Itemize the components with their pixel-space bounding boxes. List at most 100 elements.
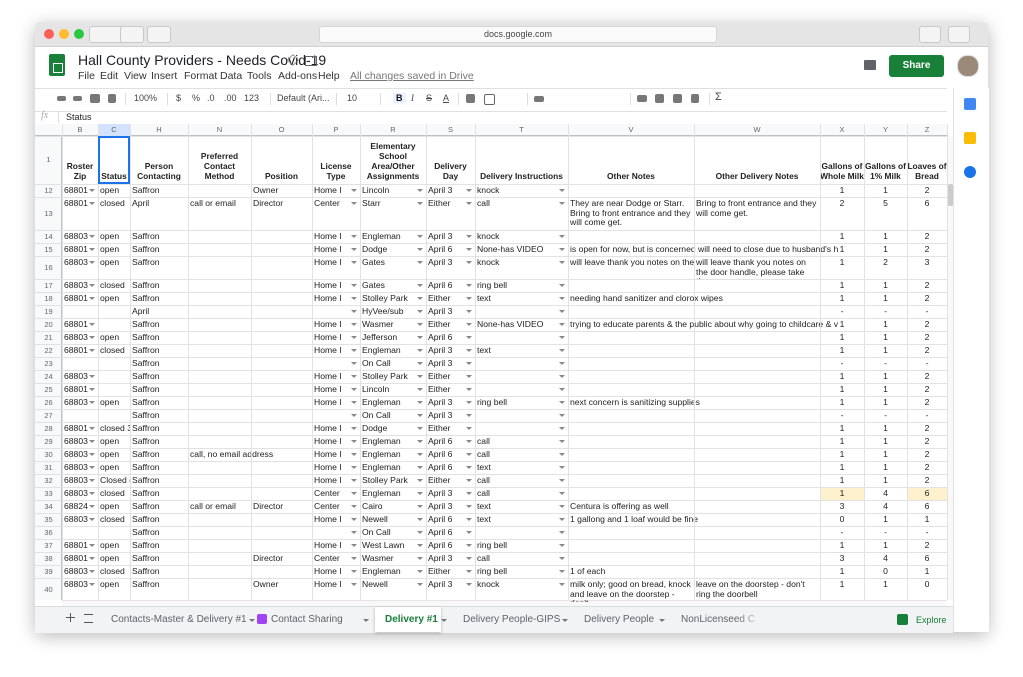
cell[interactable]: open	[100, 397, 120, 407]
cell[interactable]: Either	[426, 422, 475, 435]
cell[interactable]: Saffron	[132, 397, 160, 407]
column-letter[interactable]: P	[333, 125, 339, 134]
cell[interactable]: Home I	[312, 279, 360, 292]
cell[interactable]: 1	[883, 345, 888, 355]
cell[interactable]: 1	[839, 436, 845, 446]
cell[interactable]: Either	[426, 474, 475, 487]
cell[interactable]: 1	[924, 514, 930, 524]
avatar[interactable]	[957, 55, 979, 77]
tab-dropdown[interactable]	[441, 619, 447, 622]
tasks-icon[interactable]	[964, 166, 976, 178]
cell[interactable]: is open for now, but is concerned will n…	[570, 244, 839, 254]
cell[interactable]: open	[100, 553, 120, 563]
column-heading[interactable]: Gallons of 1% Milk	[865, 161, 906, 181]
cell[interactable]: Stolley Park	[360, 292, 426, 305]
cell[interactable]: Saffron	[132, 293, 160, 303]
cell[interactable]: 68803	[62, 396, 98, 409]
cell[interactable]: 1	[883, 397, 888, 407]
menu-item[interactable]: Add-ons	[278, 70, 318, 82]
cell[interactable]: -	[884, 306, 887, 316]
cell[interactable]: 2	[924, 397, 930, 407]
row-number[interactable]: 36	[44, 528, 53, 537]
cell[interactable]: ring bell	[475, 539, 568, 552]
cell[interactable]: 2	[924, 371, 930, 381]
column-heading[interactable]: Other Delivery Notes	[715, 171, 799, 181]
cell[interactable]: -	[925, 527, 929, 537]
minimize-button[interactable]	[59, 29, 69, 39]
cell[interactable]: Saffron	[132, 410, 160, 420]
cell[interactable]: 2	[924, 319, 930, 329]
cell[interactable]: -	[884, 358, 887, 368]
link-icon[interactable]	[637, 95, 647, 102]
cell[interactable]: Home I	[312, 448, 360, 461]
cell[interactable]: 68801	[62, 422, 98, 435]
cell[interactable]: Home I	[312, 256, 360, 279]
cell[interactable]: Center	[312, 500, 360, 513]
cell[interactable]: 1	[883, 293, 888, 303]
cell[interactable]: 1 of each	[570, 566, 606, 576]
cell[interactable]: Engleman	[360, 448, 426, 461]
cell[interactable]: Saffron	[132, 371, 160, 381]
cell[interactable]: 2	[924, 540, 930, 550]
cell[interactable]: call or email	[190, 198, 236, 208]
share-button[interactable]: Share	[889, 55, 944, 77]
column-heading[interactable]: Elementary School Area/Other Assignments	[366, 141, 420, 181]
cell[interactable]: text	[475, 513, 568, 526]
cell[interactable]: They are near Dodge or Starr. Bring to f…	[570, 198, 691, 228]
cell[interactable]: 3	[924, 257, 930, 267]
toolbar-item[interactable]: S	[426, 93, 433, 103]
column-heading[interactable]: Loaves of Bread	[907, 161, 947, 181]
cell[interactable]: 68803	[62, 578, 98, 602]
toolbar-item[interactable]: Σ	[715, 91, 722, 103]
row-number[interactable]: 22	[44, 346, 53, 355]
cell[interactable]: 1	[839, 384, 845, 394]
column-letter[interactable]: H	[156, 125, 162, 134]
toolbar-item[interactable]: 100%	[134, 93, 158, 103]
cell[interactable]: 1	[839, 475, 845, 485]
cell[interactable]: Center	[312, 552, 360, 565]
cell[interactable]: call	[475, 474, 568, 487]
sheet-tab[interactable]: NonLicenseed C	[681, 614, 755, 625]
cell[interactable]: Home I	[312, 578, 360, 602]
cell[interactable]: April	[132, 306, 150, 316]
v-scroll-thumb[interactable]	[948, 184, 953, 206]
cell[interactable]: Home I	[312, 230, 360, 243]
cell[interactable]: -	[925, 358, 929, 368]
cell[interactable]: 2	[924, 244, 930, 254]
cell[interactable]: 1	[883, 384, 888, 394]
cell[interactable]: Saffron	[132, 475, 160, 485]
cell[interactable]: -	[884, 527, 887, 537]
column-heading[interactable]: Preferred Contact Method	[200, 151, 239, 181]
cell[interactable]: Saffron	[132, 449, 160, 459]
cell[interactable]: April 3	[426, 357, 475, 370]
cell[interactable]: 68803	[62, 279, 98, 292]
cell[interactable]: open	[100, 244, 120, 254]
borders-icon[interactable]	[484, 94, 495, 105]
toolbar-item[interactable]: %	[192, 93, 201, 103]
dropdown-cell[interactable]	[475, 383, 568, 396]
cell[interactable]: Saffron	[132, 358, 160, 368]
cell[interactable]: Engleman	[360, 230, 426, 243]
cell[interactable]: 2	[924, 384, 930, 394]
cell[interactable]: Cairo	[360, 500, 426, 513]
cell[interactable]: closed	[100, 198, 125, 208]
cell[interactable]: needing hand sanitizer and clorox wipes	[570, 293, 723, 303]
cell[interactable]: Jefferson	[360, 331, 426, 344]
dropdown-cell[interactable]	[475, 370, 568, 383]
cell[interactable]: 2	[924, 231, 930, 241]
cell[interactable]: -	[840, 306, 844, 316]
cell[interactable]: 0	[883, 566, 888, 576]
dropdown-cell[interactable]	[475, 305, 568, 318]
cell[interactable]: Saffron	[132, 514, 160, 524]
cell[interactable]: 1	[839, 488, 845, 498]
redo-icon[interactable]	[73, 96, 82, 101]
cell[interactable]: Home I	[312, 184, 360, 197]
cell[interactable]: knock	[475, 256, 568, 279]
cell[interactable]: 68803	[62, 230, 98, 243]
cell[interactable]: April 3	[426, 487, 475, 500]
cell[interactable]: Stolley Park	[360, 370, 426, 383]
column-letter[interactable]: C	[111, 125, 117, 134]
cell[interactable]: 68801	[62, 552, 98, 565]
cell[interactable]: Bring to front entrance and they will co…	[696, 198, 817, 218]
cell[interactable]: 1	[883, 423, 888, 433]
